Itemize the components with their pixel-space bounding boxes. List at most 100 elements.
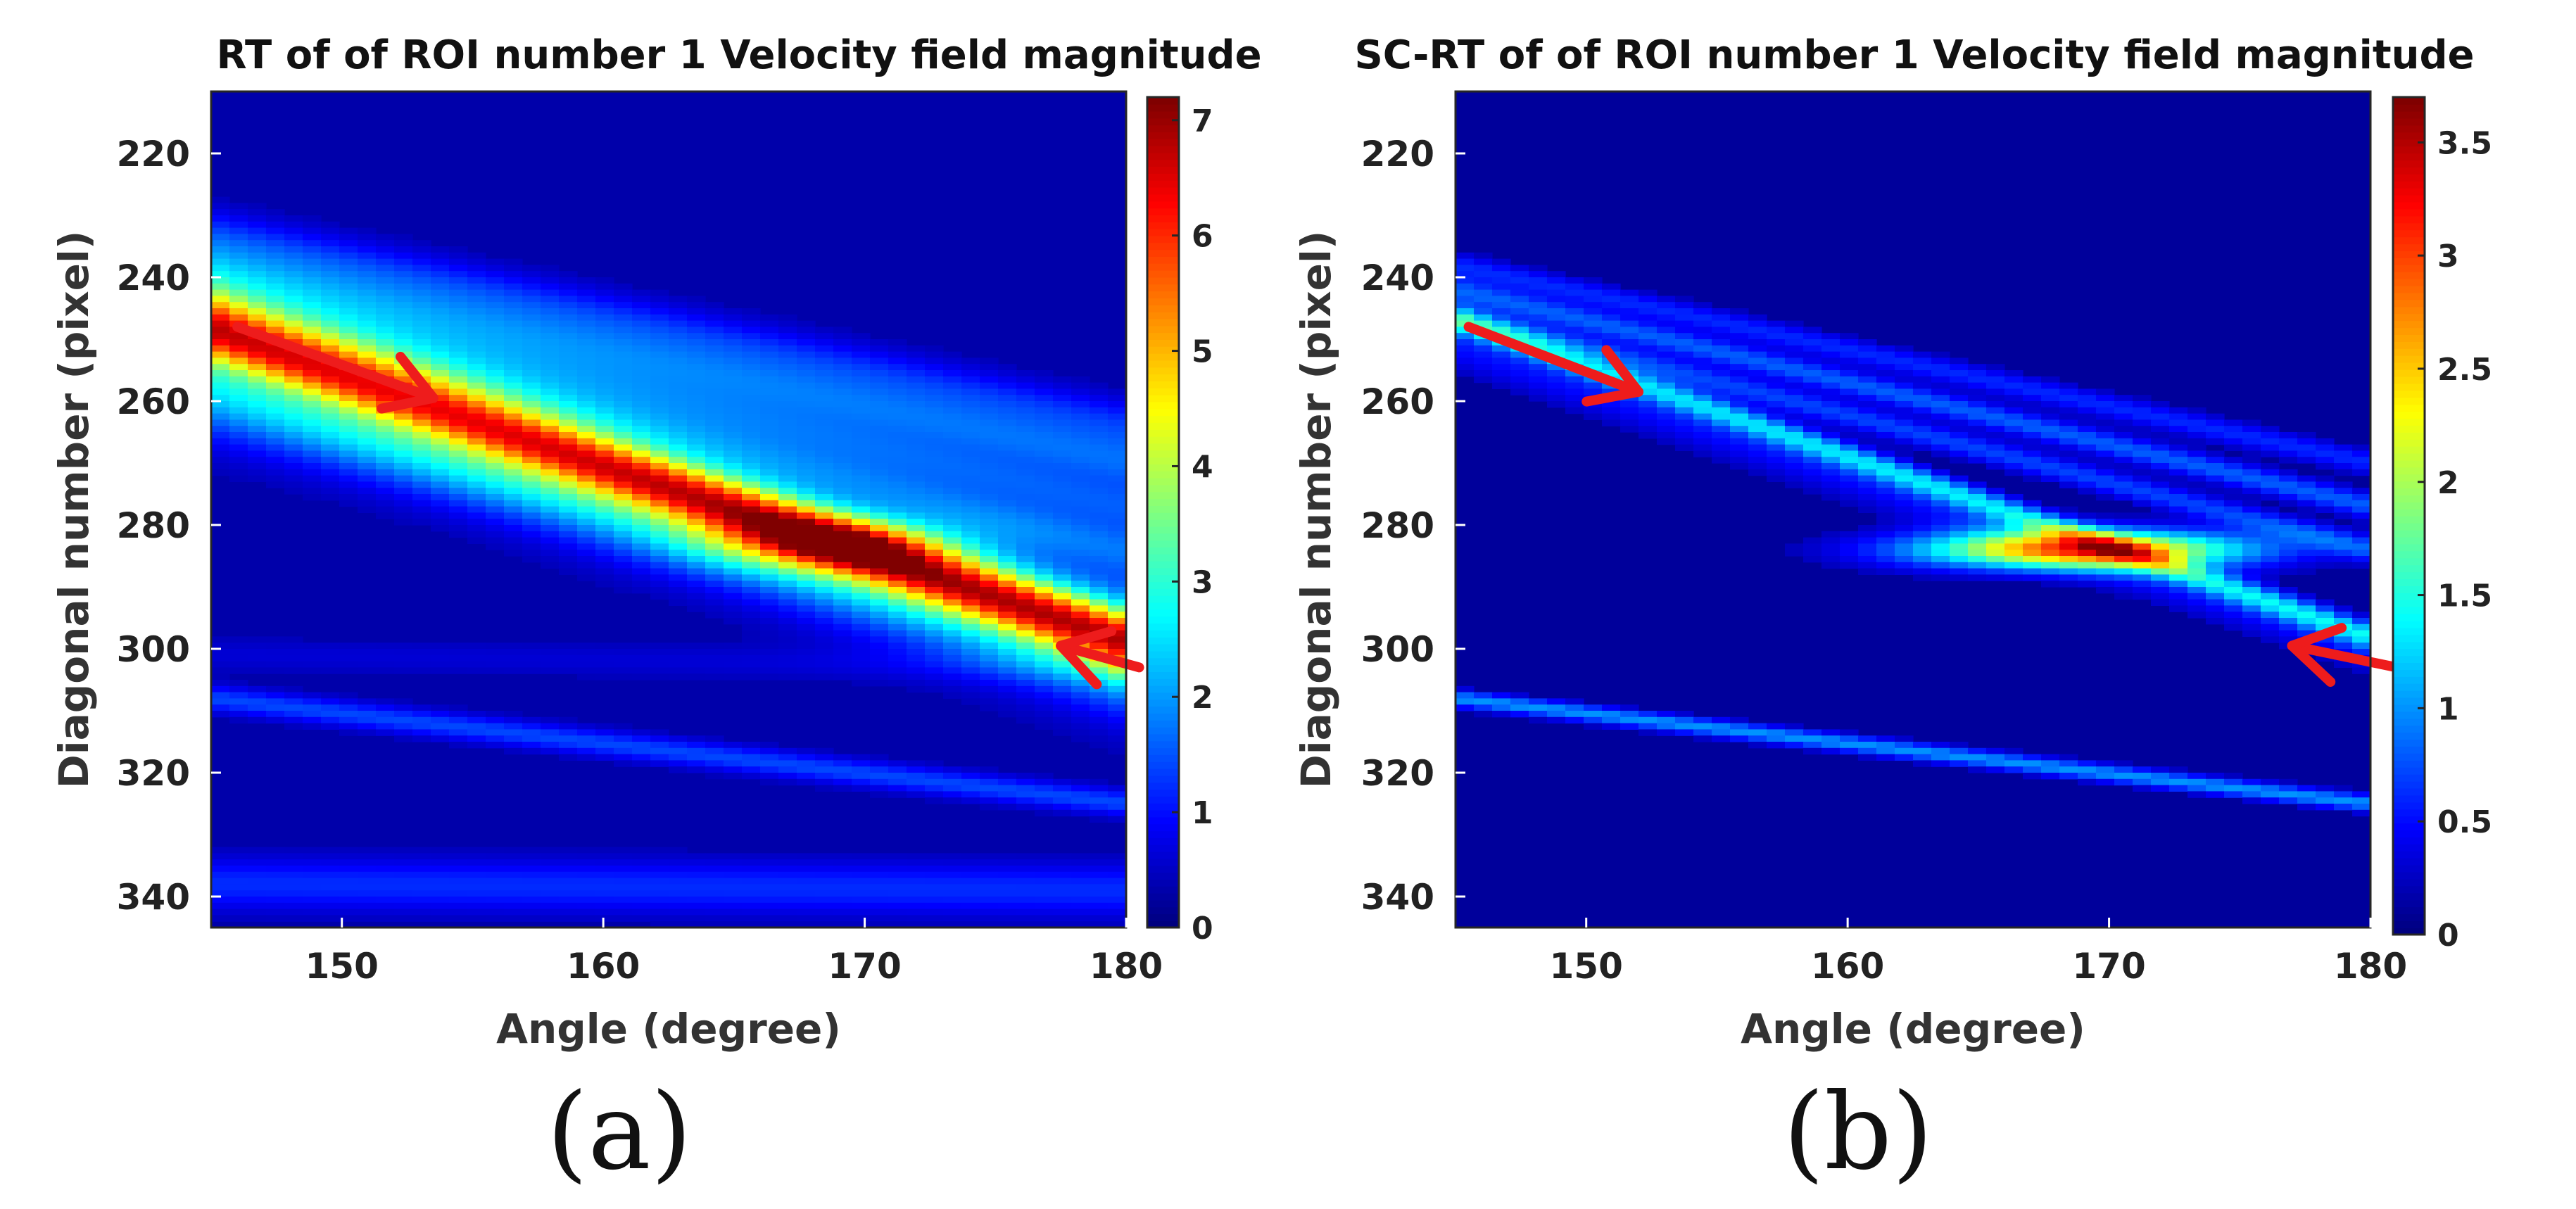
heatmap-cell xyxy=(815,531,834,538)
heatmap-cell xyxy=(248,320,267,327)
heatmap-cell xyxy=(815,643,834,650)
heatmap-cell xyxy=(1474,271,1493,278)
heatmap-cell xyxy=(1748,723,1767,730)
heatmap-cell xyxy=(815,866,834,873)
heatmap-cell xyxy=(1053,778,1072,786)
heatmap-cell xyxy=(1931,407,1950,414)
heatmap-cell xyxy=(1748,370,1767,377)
heatmap-cell xyxy=(833,469,852,476)
heatmap-cell xyxy=(394,866,413,873)
heatmap-cell xyxy=(1968,568,1987,575)
heatmap-cell xyxy=(943,432,962,439)
heatmap-cell xyxy=(1071,568,1090,575)
heatmap-cell xyxy=(2004,388,2023,395)
heatmap-cell xyxy=(541,643,560,650)
heatmap-cell xyxy=(1035,481,1054,488)
heatmap-cell xyxy=(504,853,523,860)
heatmap-cell xyxy=(2004,500,2023,507)
heatmap-cell xyxy=(339,401,358,408)
heatmap-cell xyxy=(1108,599,1127,606)
heatmap-cell xyxy=(1584,296,1603,303)
heatmap-cell xyxy=(559,376,578,384)
heatmap-cell xyxy=(1456,370,1475,377)
heatmap-cell xyxy=(760,395,779,402)
heatmap-cell xyxy=(1053,444,1072,451)
heatmap-cell xyxy=(2023,444,2042,451)
heatmap-cell xyxy=(1108,388,1127,395)
heatmap-cell xyxy=(943,450,962,457)
heatmap-cell xyxy=(1821,494,1841,501)
heatmap-cell xyxy=(998,419,1017,426)
heatmap-cell xyxy=(1876,395,1895,402)
heatmap-cell xyxy=(358,327,377,334)
heatmap-cell xyxy=(760,327,779,334)
heatmap-cell xyxy=(504,382,523,389)
heatmap-cell xyxy=(595,419,614,426)
heatmap-cell xyxy=(1913,562,1932,569)
heatmap-cell xyxy=(522,512,541,519)
heatmap-cell xyxy=(394,457,413,464)
heatmap-cell xyxy=(394,500,413,507)
heatmap-cell xyxy=(376,667,395,674)
heatmap-cell xyxy=(394,897,413,904)
heatmap-cell xyxy=(1803,426,1822,433)
heatmap-cell xyxy=(321,413,340,420)
heatmap-cell xyxy=(870,568,889,575)
heatmap-cell xyxy=(1016,432,1035,439)
heatmap-cell xyxy=(431,277,450,284)
heatmap-cell xyxy=(266,649,285,656)
heatmap-cell xyxy=(1821,562,1841,569)
heatmap-cell xyxy=(870,649,889,656)
heatmap-cell xyxy=(833,450,852,457)
heatmap-cell xyxy=(925,778,944,786)
heatmap-cell xyxy=(742,450,761,457)
heatmap-cell xyxy=(705,444,724,451)
heatmap-cell xyxy=(541,506,560,513)
heatmap-cell xyxy=(1565,698,1584,705)
heatmap-cell xyxy=(1712,438,1731,445)
heatmap-cell xyxy=(303,258,322,265)
heatmap-cell xyxy=(980,636,999,643)
heatmap-cell xyxy=(358,729,377,736)
heatmap-cell xyxy=(1035,654,1054,662)
heatmap-cell xyxy=(303,866,322,873)
heatmap-cell xyxy=(1565,716,1584,724)
heatmap-cell xyxy=(1693,716,1712,724)
heatmap-cell xyxy=(778,630,797,637)
heatmap-cell xyxy=(888,494,907,501)
heatmap-cell xyxy=(1895,481,1914,488)
heatmap-cell xyxy=(1712,345,1731,353)
heatmap-cell xyxy=(229,240,248,247)
heatmap-cell xyxy=(1071,809,1090,817)
heatmap-cell xyxy=(2041,388,2060,395)
heatmap-cell xyxy=(1767,388,1786,395)
heatmap-cell xyxy=(358,426,377,433)
heatmap-cell xyxy=(1529,314,1548,322)
heatmap-cell xyxy=(1529,339,1548,346)
heatmap-cell xyxy=(980,766,999,773)
heatmap-cell xyxy=(1053,785,1072,792)
heatmap-cell xyxy=(760,370,779,377)
heatmap-cell xyxy=(467,289,486,296)
heatmap-cell xyxy=(943,909,962,916)
heatmap-cell xyxy=(1053,382,1072,389)
heatmap-cell xyxy=(559,327,578,334)
heatmap-cell xyxy=(504,519,523,526)
heatmap-cell xyxy=(1108,742,1127,749)
heatmap-cell xyxy=(504,525,523,532)
heatmap-cell xyxy=(559,401,578,408)
heatmap-cell xyxy=(339,463,358,470)
heatmap-cell xyxy=(778,494,797,501)
heatmap-cell xyxy=(925,370,944,377)
heatmap-cell xyxy=(1748,314,1767,322)
heatmap-cell xyxy=(1858,438,1877,445)
heatmap-cell xyxy=(431,481,450,488)
heatmap-cell xyxy=(303,643,322,650)
heatmap-cell xyxy=(595,519,614,526)
heatmap-cell xyxy=(2041,419,2060,426)
heatmap-cell xyxy=(888,457,907,464)
heatmap-cell xyxy=(339,258,358,265)
heatmap-cell xyxy=(614,735,633,742)
heatmap-cell xyxy=(925,401,944,408)
heatmap-cell xyxy=(595,457,614,464)
